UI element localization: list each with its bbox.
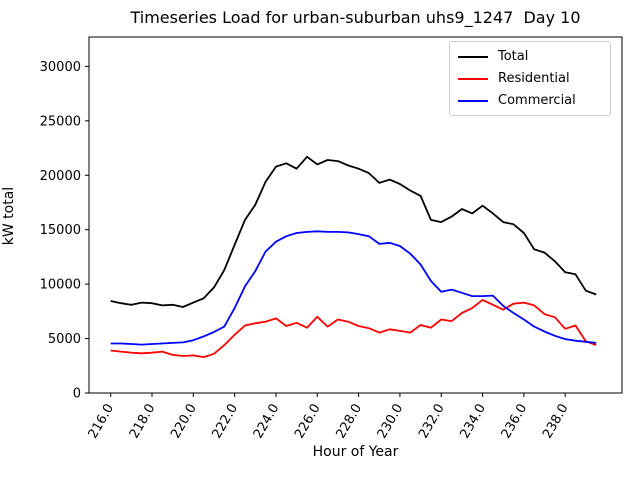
- x-tick-label: 226.0: [292, 402, 324, 442]
- chart-title: Timeseries Load for urban-suburban uhs9_…: [130, 8, 581, 27]
- x-tick-label: 238.0: [540, 402, 572, 442]
- residential-series-line: [110, 298, 597, 359]
- commercial-series-line: [110, 230, 597, 346]
- legend-entry-commercial: Commercial: [458, 93, 600, 108]
- x-tick-label: 224.0: [251, 402, 283, 442]
- x-tick-label: 234.0: [457, 402, 489, 442]
- y-tick-label: 20000: [40, 169, 81, 184]
- total-legend-swatch: [458, 55, 488, 58]
- y-tick-label: 30000: [40, 60, 81, 75]
- legend-entry-total: Total: [458, 49, 600, 64]
- legend: Total Residential Commercial: [449, 41, 611, 116]
- x-axis-label: Hour of Year: [312, 444, 399, 460]
- y-tick-label: 15000: [40, 223, 81, 238]
- residential-legend-swatch: [458, 77, 488, 80]
- x-tick-label: 222.0: [210, 402, 242, 442]
- x-tick-label: 228.0: [333, 402, 365, 442]
- axes-frame: [88, 36, 623, 394]
- x-tick-label: 230.0: [375, 402, 407, 442]
- x-tick-label: 236.0: [499, 402, 531, 442]
- x-tick-label: 220.0: [168, 402, 200, 442]
- x-tick-label: 216.0: [86, 402, 118, 442]
- legend-label: Commercial: [498, 93, 576, 108]
- y-tick-label: 5000: [48, 332, 81, 347]
- y-tick-label: 25000: [40, 114, 81, 129]
- legend-label: Residential: [498, 71, 570, 86]
- legend-label: Total: [498, 49, 529, 64]
- y-tick-label: 10000: [40, 278, 81, 293]
- x-tick-label: 232.0: [416, 402, 448, 442]
- commercial-legend-swatch: [458, 99, 488, 102]
- total-series-line: [110, 155, 597, 308]
- x-tick-label: 218.0: [127, 402, 159, 442]
- y-tick-label: 0: [73, 387, 81, 402]
- legend-entry-residential: Residential: [458, 71, 600, 86]
